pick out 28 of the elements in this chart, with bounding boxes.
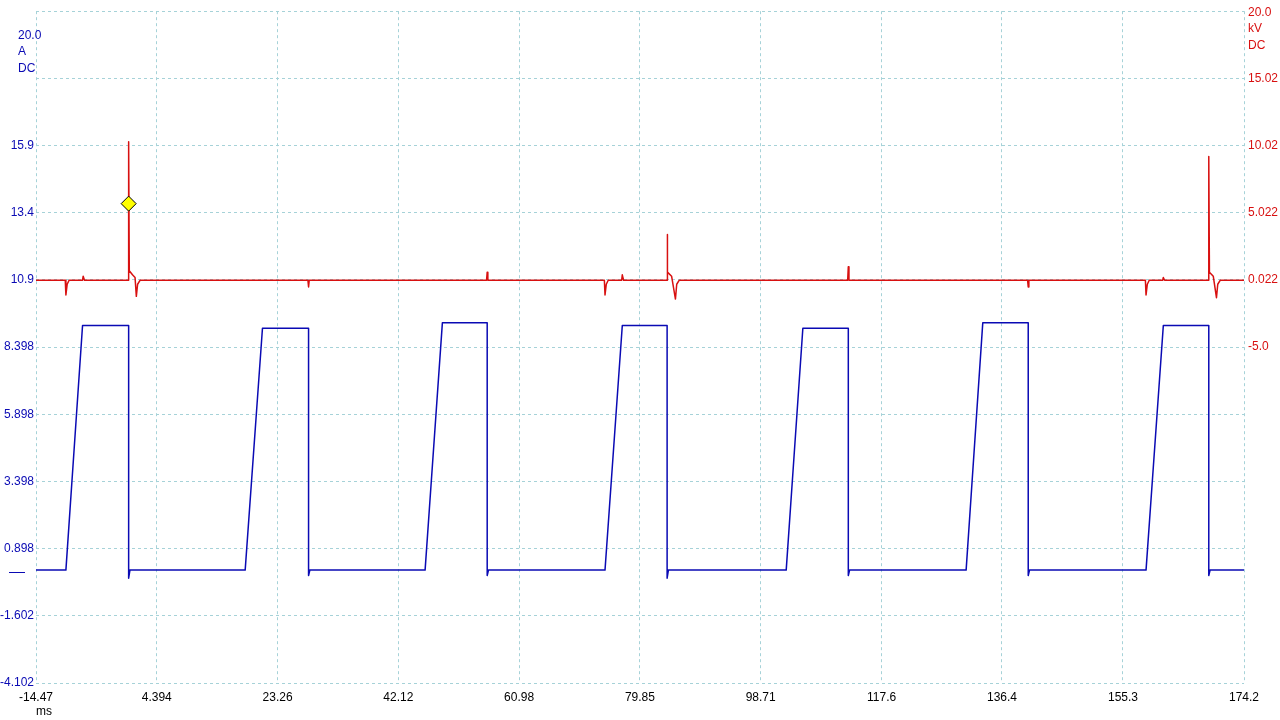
y2-tick-label: 0.022	[1248, 272, 1279, 287]
x-tick-label: 4.394	[141, 689, 173, 704]
x-axis-title: ms	[36, 704, 52, 719]
y2-axis-title: 20.0 kV DC	[1248, 4, 1272, 52]
x-tick-label: 42.12	[383, 689, 414, 704]
y2-tick-label: 10.02	[1248, 137, 1279, 152]
x-tick-label: -14.47	[18, 689, 54, 704]
y-tick-label: -1.602	[0, 608, 35, 623]
y-tick-label: 10.9	[10, 272, 35, 287]
y-tick-label: 5.898	[3, 406, 35, 421]
y-tick-label: -4.102	[0, 675, 35, 690]
x-tick-label: 117.6	[867, 689, 897, 704]
x-tick-label: 23.26	[262, 689, 293, 704]
y-tick-label: 3.398	[3, 473, 35, 488]
x-tick-label: 79.85	[624, 689, 656, 704]
x-tick-label: 155.3	[1107, 689, 1139, 704]
x-tick-label: 174.2	[1228, 689, 1260, 704]
y-tick-label: 8.398	[3, 339, 35, 354]
x-tick-label: 136.4	[986, 689, 1018, 704]
x-tick-label: 60.98	[504, 689, 535, 704]
y2-tick-label: 15.02	[1248, 70, 1279, 85]
y-tick-label: 0.898	[3, 540, 35, 555]
y2-tick-label: 5.022	[1248, 205, 1279, 220]
y2-tick-label: -5.0	[1248, 339, 1269, 354]
y-tick-label: 13.4	[10, 205, 35, 219]
y-axis-title: 20.0 A DC	[18, 27, 42, 75]
y-tick-label: 15.9	[10, 137, 35, 152]
x-tick-label: 98.71	[745, 689, 776, 704]
